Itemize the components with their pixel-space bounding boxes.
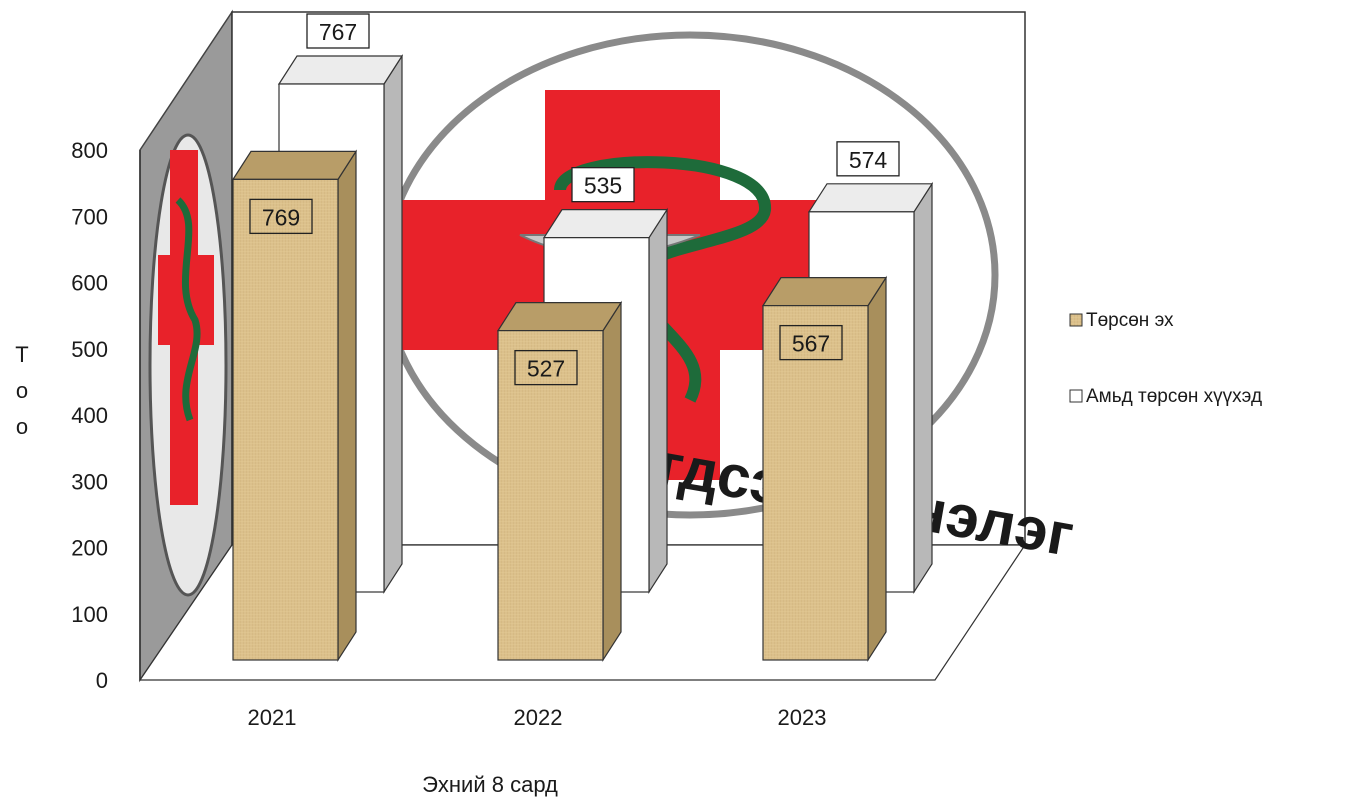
y-axis-title-char: о xyxy=(16,378,28,403)
y-axis-title-char: Т xyxy=(15,342,28,367)
bar-top xyxy=(542,209,669,239)
bar-side xyxy=(913,181,933,595)
legend-swatch-series-1 xyxy=(1069,313,1083,327)
bar-series-1 xyxy=(497,330,604,661)
y-tick-label: 200 xyxy=(71,536,108,561)
bar-side xyxy=(867,275,887,663)
data-label-box xyxy=(249,198,313,235)
y-tick-label: 500 xyxy=(71,337,108,362)
bar-series-1 xyxy=(762,305,869,661)
x-tick-label: 2021 xyxy=(248,705,297,730)
y-tick-label: 100 xyxy=(71,602,108,627)
bar-series-1 xyxy=(232,178,339,661)
bar-top xyxy=(231,150,358,180)
data-label: 574 xyxy=(849,147,888,173)
y-tick-label: 800 xyxy=(71,138,108,163)
data-label-box xyxy=(779,324,843,361)
x-axis-title: Эхний 8 сард xyxy=(422,772,558,797)
y-axis-title: Тоо xyxy=(15,342,28,439)
data-label: 527 xyxy=(527,356,565,382)
y-tick-label: 700 xyxy=(71,204,108,229)
bar-side xyxy=(648,207,668,595)
data-label-box xyxy=(306,13,370,49)
bar-top xyxy=(807,183,934,213)
data-label: 535 xyxy=(584,173,622,199)
legend-label-series-1: Төрсөн эх xyxy=(1086,310,1174,331)
bar-side xyxy=(337,149,357,663)
x-tick-labels: 2021 2022 2023 xyxy=(248,705,827,730)
y-axis-title-char: о xyxy=(16,414,28,439)
bar-top xyxy=(761,277,888,307)
y-tick-label: 600 xyxy=(71,271,108,296)
bar-side xyxy=(602,300,622,663)
bar-top xyxy=(496,302,623,332)
y-tick-label: 400 xyxy=(71,403,108,428)
legend-label-series-2: Амьд төрсөн хүүхэд xyxy=(1086,386,1262,407)
x-tick-label: 2022 xyxy=(514,705,563,730)
bars: 767 769 535 527 574 567 xyxy=(231,13,934,663)
bar-side xyxy=(383,53,403,595)
side-wall-logo xyxy=(148,133,228,597)
data-label: 769 xyxy=(262,204,300,230)
legend-swatch-series-2 xyxy=(1069,389,1083,403)
y-tick-label: 300 xyxy=(71,469,108,494)
data-label: 567 xyxy=(792,331,830,357)
data-label-box xyxy=(836,141,900,177)
y-tick-labels: 0 100 200 300 400 500 600 700 800 xyxy=(71,138,108,693)
legend: Төрсөн эх Амьд төрсөн хүүхэд xyxy=(1069,310,1262,407)
y-tick-label: 0 xyxy=(96,668,108,693)
data-label-box xyxy=(571,167,635,203)
bar-top xyxy=(277,55,404,85)
data-label-box xyxy=(514,349,578,386)
data-label: 767 xyxy=(319,19,357,45)
x-tick-label: 2023 xyxy=(778,705,827,730)
